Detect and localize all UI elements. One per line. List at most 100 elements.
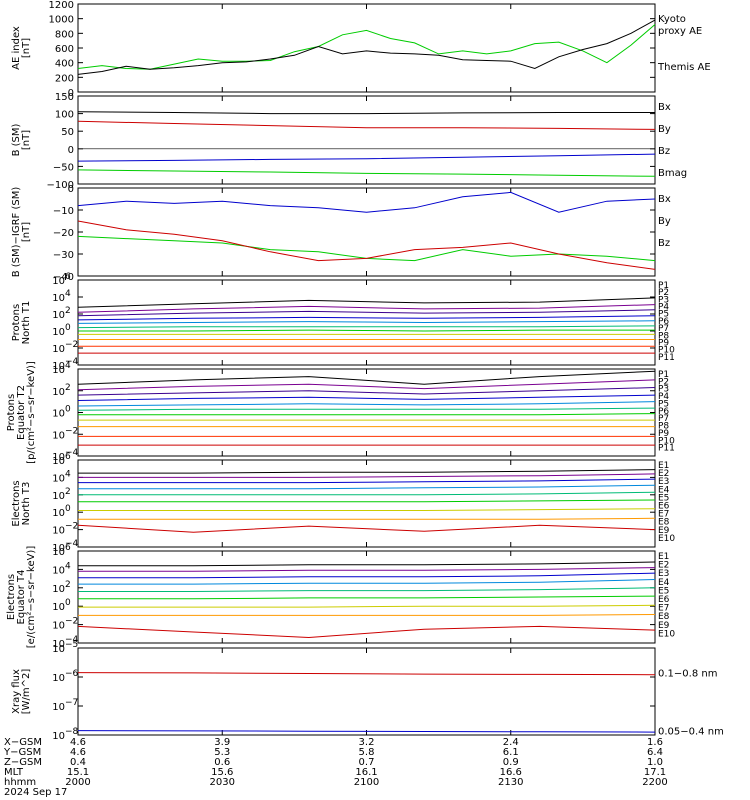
legend-label: 0.1−0.8 nm: [658, 669, 717, 680]
y-tick-label: 10: [52, 276, 65, 287]
y-tick-label: 10: [52, 344, 65, 355]
series-line-P4: [77, 394, 656, 401]
series-line-E2: [78, 567, 656, 572]
series-line-P4: [77, 315, 656, 321]
series-line-0-1-0-8-nm: [77, 672, 656, 676]
legend-label: P10: [658, 436, 675, 446]
y-tick-exponent: 2: [65, 383, 71, 393]
y-tick-exponent: −2: [65, 522, 78, 532]
ephemeris-value: 16.1: [355, 767, 377, 778]
series-line-E3: [78, 572, 656, 579]
legend-label: E2: [658, 561, 669, 571]
y-axis-label: Protons: [6, 394, 17, 431]
series-line-P1: [77, 370, 656, 385]
y-axis-label: Electrons: [6, 574, 17, 620]
series-line-E9: [77, 524, 656, 533]
y-tick-label: 10: [52, 543, 65, 554]
legend-label: Bz: [658, 238, 670, 249]
y-tick-label: 200: [55, 73, 74, 84]
y-axis-label: [e/(cm²−s−sr−keV)]: [26, 546, 37, 649]
y-tick-label: 10: [52, 473, 65, 484]
series-line-Bx: [77, 191, 656, 213]
ephemeris-value: 0.4: [70, 757, 86, 768]
y-tick-label: 10: [52, 584, 65, 595]
y-axis-label: Xray flux: [11, 669, 22, 714]
series-line-Themis-AE: [77, 19, 656, 75]
y-tick-label: 10: [52, 639, 65, 650]
y-tick-exponent: 2: [65, 487, 71, 497]
y-tick-label: 10: [52, 621, 65, 632]
legend-label: P3: [658, 385, 669, 395]
legend-label: E3: [658, 477, 669, 487]
legend-label: E7: [658, 510, 669, 520]
ephemeris-value: 2200: [642, 777, 667, 788]
y-tick-label: 10: [52, 409, 65, 420]
series-line-By: [77, 235, 656, 262]
series-line-E7: [78, 508, 656, 511]
y-tick-label: 10: [52, 644, 65, 655]
y-tick-exponent: −2: [65, 617, 78, 627]
legend-label: E4: [658, 578, 670, 588]
legend-label: Bx: [658, 194, 671, 205]
series-line-E3: [78, 478, 656, 484]
legend-label: E10: [658, 629, 675, 639]
ephemeris-value: 15.6: [211, 767, 233, 778]
y-axis-label: Electrons: [11, 480, 22, 526]
ephemeris-value: 2000: [65, 777, 90, 788]
ephemeris-row-label: X−GSM: [4, 737, 42, 748]
legend-label: E6: [658, 502, 670, 512]
series-line-E1: [78, 561, 656, 567]
y-tick-label: 0: [68, 145, 74, 156]
y-axis-label: North T1: [21, 301, 32, 345]
y-tick-exponent: 4: [65, 289, 71, 299]
series-line-Kyoto-proxy-AE: [77, 24, 656, 70]
series-line-P2: [77, 304, 656, 313]
series-line-E8: [78, 614, 656, 616]
ephemeris-value: 2130: [498, 777, 523, 788]
y-tick-exponent: −2: [65, 340, 78, 350]
legend-label: 0.05−0.4 nm: [658, 727, 724, 738]
ephemeris-row-label: Z−GSM: [4, 757, 42, 768]
y-tick-exponent: 6: [65, 452, 71, 462]
legend-label: P6: [658, 407, 669, 417]
ephemeris-value: 5.3: [214, 747, 230, 758]
series-line-E9: [77, 625, 656, 639]
y-axis-label: [W/m^2]: [21, 669, 32, 715]
y-tick-label: 10: [52, 365, 65, 376]
y-tick-label: 10: [52, 602, 65, 613]
legend-label: E9: [658, 621, 670, 631]
legend-label: P7: [658, 414, 669, 424]
legend-label: P2: [658, 288, 669, 298]
y-tick-exponent: 6: [65, 543, 71, 553]
series-line-Bz: [77, 220, 656, 270]
legend-label: By: [658, 124, 671, 135]
legend-label: Themis AE: [657, 62, 711, 73]
series-line-E7: [78, 604, 656, 608]
y-tick-exponent: 4: [65, 361, 71, 371]
y-tick-label: 10: [52, 673, 65, 684]
legend-label: E5: [658, 493, 669, 503]
legend-label: P5: [658, 310, 669, 320]
series-line-P3: [77, 387, 656, 396]
y-tick-exponent: −6: [65, 669, 79, 679]
ephemeris-value: 0.7: [359, 757, 375, 768]
ephemeris-row-label: hhmm: [4, 777, 36, 788]
series-line-E1: [78, 469, 656, 474]
ephemeris-value: 1.0: [647, 757, 663, 768]
legend-label: E1: [658, 461, 669, 471]
y-axis-label: B (SM): [11, 123, 22, 156]
y-tick-label: −10: [53, 206, 74, 217]
legend-label: E6: [658, 595, 670, 605]
y-tick-label: 10: [52, 452, 65, 463]
y-tick-label: 10: [52, 731, 65, 742]
y-tick-exponent: −2: [65, 426, 78, 436]
y-tick-exponent: −4: [65, 357, 79, 367]
ephemeris-row-label: MLT: [4, 767, 24, 778]
series-line-P5: [77, 401, 656, 407]
legend-label: E10: [658, 534, 675, 544]
ephemeris-value: 17.1: [644, 767, 666, 778]
legend-label: E7: [658, 604, 669, 614]
y-axis-label: B (SM)−IGRF (SM): [11, 187, 22, 278]
y-axis-label: AE index: [11, 26, 22, 70]
